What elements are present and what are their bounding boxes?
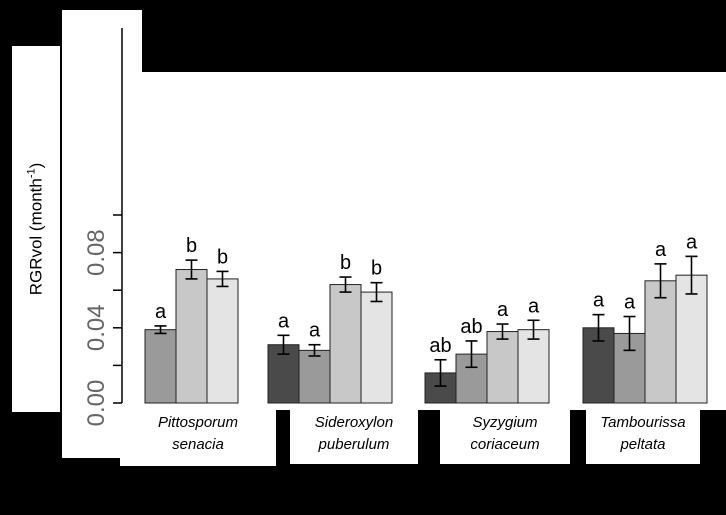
- significance-letter-g4-b3: a: [655, 239, 667, 261]
- axis-background: [62, 405, 122, 458]
- significance-letter-g3-b4: a: [528, 295, 540, 317]
- significance-letter-g3-b2: ab: [460, 316, 482, 338]
- species-label-syzygium: Syzygium coriaceum: [440, 410, 570, 464]
- significance-letter-g1-b3: b: [217, 246, 228, 268]
- significance-letter-g4-b1: a: [593, 290, 605, 312]
- plot-background-upper: [62, 10, 142, 72]
- significance-letter-g3-b1: ab: [429, 335, 451, 357]
- significance-letter-g2-b1: a: [278, 310, 290, 332]
- y-tick-label-0: 0.00: [83, 380, 110, 427]
- bar-g1-b3: [206, 278, 239, 404]
- significance-letter-g1-b1: a: [155, 301, 167, 323]
- y-tick-label-1: 0.04: [83, 304, 110, 351]
- bar-g3-b3: [486, 331, 519, 404]
- species-label-sideroxylon: Sideroxylon puberulum: [290, 410, 418, 464]
- species-label-pittosporum: Pittosporum senacia: [120, 410, 276, 466]
- bar-g1-b2: [175, 269, 208, 404]
- significance-letter-g3-b3: a: [497, 299, 509, 321]
- bar-g1-b1: [144, 329, 177, 404]
- significance-letter-g4-b4: a: [686, 231, 698, 253]
- species-label-tambourissa: Tambourissa peltata: [586, 410, 700, 464]
- y-axis-label-box: [12, 46, 60, 412]
- significance-letter-g4-b2: a: [624, 292, 636, 314]
- bar-g2-b2: [298, 349, 331, 404]
- significance-letter-g2-b4: b: [371, 258, 382, 280]
- bar-g4-b3: [644, 280, 677, 404]
- bar-g2-b3: [329, 284, 362, 404]
- significance-letter-g2-b2: a: [309, 320, 321, 342]
- y-tick-label-2: 0.08: [83, 229, 110, 276]
- significance-letter-g1-b2: b: [186, 235, 197, 257]
- bar-g2-b4: [360, 291, 393, 404]
- significance-letter-g2-b3: b: [340, 252, 351, 274]
- bar-g3-b4: [517, 329, 550, 404]
